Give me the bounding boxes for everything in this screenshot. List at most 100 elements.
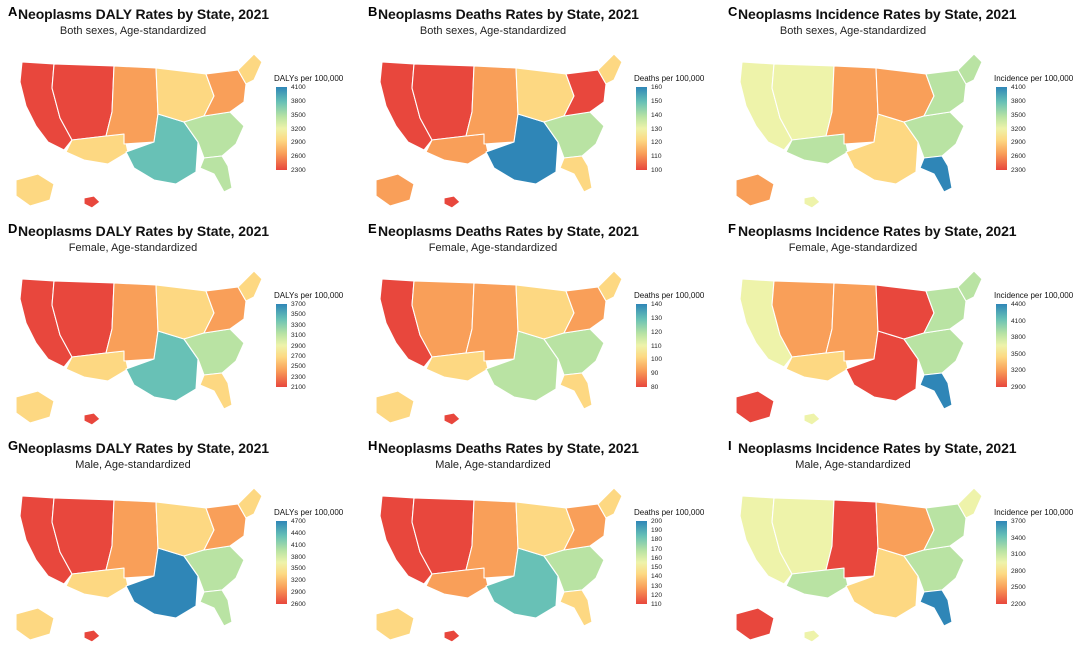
panel-letter: A xyxy=(8,4,18,19)
panel-title: Neoplasms Incidence Rates by State, 2021 xyxy=(738,6,1017,22)
legend-tick-label: 190 xyxy=(651,527,663,535)
region-hawaii xyxy=(803,195,821,209)
legend-tick-label: 90 xyxy=(651,370,659,378)
region-great-plains xyxy=(465,65,519,145)
panel-g: G Neoplasms DALY Rates by State, 2021 Ma… xyxy=(0,434,360,651)
legend-ticks: 4700 4400 4100 3800 3500 3200 2900 2600 xyxy=(291,518,351,608)
legend-tick-label: 160 xyxy=(651,84,663,91)
color-legend: DALYs per 100,000 4700 4400 4100 3800 3500 32… xyxy=(274,508,360,628)
legend-tick-label: 3200 xyxy=(291,577,306,585)
legend-title: DALYs per 100,000 xyxy=(274,74,344,83)
legend-title: DALYs per 100,000 xyxy=(274,291,344,300)
region-florida xyxy=(199,372,233,410)
region-florida xyxy=(199,589,233,627)
legend-tick-label: 2600 xyxy=(1011,153,1026,161)
legend-tick-label: 2900 xyxy=(1011,139,1026,147)
legend-tick-label: 3300 xyxy=(291,321,306,329)
panel-letter: D xyxy=(8,221,18,236)
region-new-england xyxy=(237,270,263,302)
legend-tick-label: 130 xyxy=(651,314,663,322)
legend-tick-label: 3700 xyxy=(291,301,306,308)
legend-tick-label: 200 xyxy=(651,518,663,525)
region-new-england xyxy=(957,270,983,302)
panel-letter: G xyxy=(8,438,19,453)
region-alaska xyxy=(375,173,415,207)
panel-a: A Neoplasms DALY Rates by State, 2021 Bo… xyxy=(0,0,360,217)
panel-subtitle: Male, Age-standardized xyxy=(435,459,551,471)
us-choropleth-map xyxy=(375,53,623,209)
panel-subtitle: Both sexes, Age-standardized xyxy=(779,25,927,37)
panel-title: Neoplasms DALY Rates by State, 2021 xyxy=(18,6,269,22)
region-florida xyxy=(559,155,593,193)
legend-tick-label: 3400 xyxy=(1011,534,1026,542)
legend-colorbar xyxy=(996,87,1007,170)
legend-tick-label: 2900 xyxy=(291,139,306,147)
legend-title: Deaths per 100,000 xyxy=(634,508,705,517)
panel-letter: E xyxy=(368,221,377,236)
region-great-plains xyxy=(825,499,879,579)
panel-letter: B xyxy=(368,4,378,19)
region-hawaii xyxy=(443,629,461,643)
panel-title: Neoplasms DALY Rates by State, 2021 xyxy=(18,440,269,456)
us-choropleth-map xyxy=(735,487,983,643)
region-alaska xyxy=(15,173,55,207)
legend-tick-label: 120 xyxy=(651,328,663,336)
legend-tick-label: 2900 xyxy=(291,589,306,597)
legend-tick-label: 170 xyxy=(651,545,663,553)
legend-colorbar xyxy=(636,87,647,170)
legend-tick-label: 110 xyxy=(651,153,662,161)
legend-ticks: 200 190 180 170 160 150 140 130 120 110 xyxy=(651,518,711,608)
legend-colorbar xyxy=(636,304,647,387)
region-alaska xyxy=(375,607,415,641)
legend-tick-label: 100 xyxy=(651,356,663,364)
region-hawaii xyxy=(83,629,101,643)
panel-title: Neoplasms DALY Rates by State, 2021 xyxy=(18,223,269,239)
panel-e: E Neoplasms Deaths Rates by State, 2021 … xyxy=(360,217,720,434)
legend-tick-label: 2600 xyxy=(291,153,306,161)
panel-subtitle: Male, Age-standardized xyxy=(75,459,191,471)
legend-ticks: 4100 3800 3500 3200 2900 2600 2300 xyxy=(291,84,351,174)
region-new-england xyxy=(237,487,263,519)
legend-tick-label: 2900 xyxy=(291,342,306,350)
region-hawaii xyxy=(443,412,461,426)
panel-b: B Neoplasms Deaths Rates by State, 2021 … xyxy=(360,0,720,217)
legend-tick-label: 3200 xyxy=(1011,367,1026,375)
region-great-plains xyxy=(105,282,159,362)
region-hawaii xyxy=(83,195,101,209)
legend-title: Deaths per 100,000 xyxy=(634,291,705,300)
legend-tick-label: 3500 xyxy=(291,565,306,573)
legend-colorbar xyxy=(996,304,1007,387)
legend-ticks: 3700 3500 3300 3100 2900 2700 2500 2300 2100 xyxy=(291,301,351,391)
region-great-plains xyxy=(105,65,159,145)
legend-tick-label: 130 xyxy=(651,582,663,590)
us-choropleth-map xyxy=(735,270,983,426)
legend-tick-label: 150 xyxy=(651,97,663,105)
region-great-plains xyxy=(825,65,879,145)
legend-tick-label: 2800 xyxy=(1011,567,1026,575)
us-choropleth-map xyxy=(15,487,263,643)
legend-tick-label: 2300 xyxy=(1011,167,1026,174)
color-legend: Deaths per 100,000 200 190 180 170 160 150 140… xyxy=(634,508,720,628)
panel-title: Neoplasms Deaths Rates by State, 2021 xyxy=(378,440,639,456)
color-legend: DALYs per 100,000 3700 3500 3300 3100 2900 27… xyxy=(274,291,360,411)
legend-ticks: 4400 4100 3800 3500 3200 2900 xyxy=(1011,301,1071,391)
legend-colorbar xyxy=(276,87,287,170)
panel-subtitle: Female, Age-standardized xyxy=(788,242,918,254)
legend-tick-label: 110 xyxy=(651,342,662,350)
legend-tick-label: 110 xyxy=(651,601,662,608)
legend-ticks: 160 150 140 130 120 110 100 xyxy=(651,84,711,174)
region-great-plains xyxy=(825,282,879,362)
color-legend: Incidence per 100,000 4400 4100 3800 3500 32… xyxy=(994,291,1080,411)
legend-tick-label: 3500 xyxy=(291,111,306,119)
legend-title: Incidence per 100,000 xyxy=(994,508,1074,517)
legend-tick-label: 140 xyxy=(651,301,663,308)
panel-title: Neoplasms Incidence Rates by State, 2021 xyxy=(738,440,1017,456)
region-great-plains xyxy=(105,499,159,579)
region-hawaii xyxy=(443,195,461,209)
legend-tick-label: 140 xyxy=(651,573,663,581)
legend-tick-label: 3200 xyxy=(291,125,306,133)
panel-i: I Neoplasms Incidence Rates by State, 20… xyxy=(720,434,1080,651)
panel-title: Neoplasms Deaths Rates by State, 2021 xyxy=(378,223,639,239)
legend-tick-label: 2700 xyxy=(291,352,306,360)
legend-title: Deaths per 100,000 xyxy=(634,74,705,83)
